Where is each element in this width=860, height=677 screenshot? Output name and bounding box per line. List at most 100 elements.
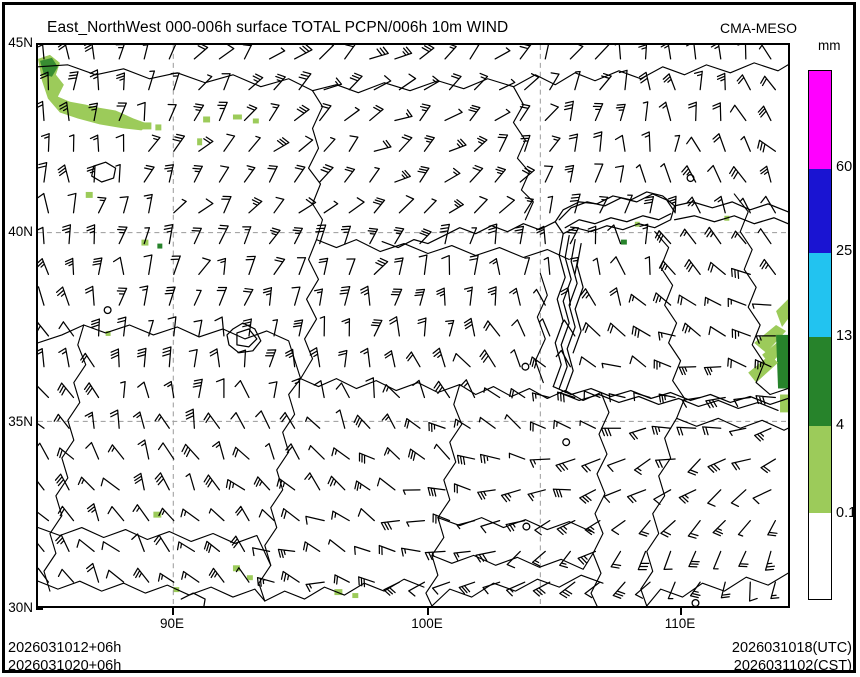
wind-barb	[494, 166, 507, 183]
wind-barb	[38, 543, 45, 553]
wind-barb	[610, 256, 626, 275]
wind-barb	[223, 133, 236, 152]
wind-barb	[487, 223, 498, 245]
wind-barb	[56, 447, 75, 460]
wind-barb	[618, 69, 628, 91]
wind-barb	[378, 544, 396, 556]
wind-barb	[500, 489, 521, 503]
wind-barb	[614, 165, 625, 183]
wind-barb	[731, 328, 751, 340]
wind-barb	[531, 550, 546, 567]
wind-barb	[67, 71, 79, 91]
wind-barb	[308, 445, 325, 460]
wind-barb	[341, 318, 351, 337]
wind-barb	[294, 45, 313, 60]
wind-barb	[704, 296, 722, 306]
wind-barb	[218, 224, 229, 245]
wind-barb	[235, 505, 250, 522]
wind-barb	[117, 316, 127, 337]
wind-barb	[770, 581, 780, 600]
wind-barb	[154, 472, 170, 491]
colorbar[interactable]	[808, 70, 832, 600]
wind-barb	[115, 45, 125, 60]
wind-barb	[89, 69, 100, 91]
wind-barb	[505, 581, 526, 597]
wind-barb	[628, 427, 647, 441]
wind-barb	[748, 581, 758, 602]
wind-barb	[162, 346, 172, 368]
map-plot-area[interactable]	[36, 43, 790, 608]
wind-barb	[305, 581, 325, 593]
wind-barb	[405, 351, 421, 368]
wind-barb	[579, 420, 597, 429]
wind-barb	[448, 199, 464, 214]
wind-barb	[357, 508, 375, 522]
wind-barb	[543, 256, 551, 275]
wind-barb	[58, 347, 70, 368]
wind-barb	[38, 286, 45, 306]
wind-barb	[198, 257, 211, 275]
wind-barb	[483, 387, 501, 399]
wind-barb	[552, 488, 571, 498]
wind-barb	[163, 380, 175, 399]
wind-barb	[285, 443, 300, 460]
wind-barb	[80, 352, 95, 368]
wind-barb	[453, 483, 471, 494]
wind-barb	[688, 550, 700, 568]
wind-barb	[76, 538, 95, 553]
wind-barb	[524, 73, 540, 91]
wind-barb	[560, 287, 571, 306]
wind-barb	[445, 319, 455, 337]
colorbar-band-4-13	[809, 337, 831, 426]
wind-barb	[667, 195, 677, 214]
wind-barb	[116, 72, 126, 91]
wind-barb	[757, 228, 772, 245]
wind-barb	[181, 570, 200, 583]
wind-barb	[687, 519, 701, 539]
xtick-label-110E: 110E	[664, 616, 696, 631]
wind-barb	[110, 348, 120, 368]
wind-barb	[712, 550, 722, 570]
wind-barb	[188, 349, 198, 368]
wind-barb	[172, 133, 186, 152]
wind-barb	[607, 322, 626, 337]
wind-barb	[344, 166, 356, 183]
wind-barb	[217, 101, 228, 122]
wind-barb	[203, 412, 221, 429]
wind-barb	[258, 508, 275, 522]
wind-barb	[658, 393, 676, 404]
wind-barb	[328, 539, 346, 553]
wind-barb	[57, 164, 70, 183]
wind-barb	[469, 164, 484, 183]
wind-barb	[38, 511, 50, 522]
wind-barb	[372, 197, 386, 214]
wind-barb	[221, 195, 232, 214]
ytick-mark-30N	[36, 608, 43, 610]
wind-barb	[346, 258, 356, 275]
wind-barb	[667, 581, 676, 600]
wind-barb	[158, 507, 175, 522]
wind-barb	[731, 230, 747, 245]
wind-barb	[318, 257, 329, 275]
wind-barb	[689, 581, 701, 599]
river-layer	[91, 161, 788, 606]
wind-barb	[309, 347, 321, 368]
wind-barb	[304, 472, 321, 491]
wind-barb	[243, 104, 258, 122]
wind-barb	[479, 453, 501, 464]
wind-barb	[139, 285, 149, 306]
wind-barb	[212, 440, 225, 460]
wind-barb	[641, 131, 651, 152]
wind-barb	[453, 418, 471, 429]
wind-barb	[583, 390, 601, 400]
wind-barb	[291, 286, 301, 306]
wind-barb	[612, 581, 626, 599]
wind-barb	[292, 227, 304, 245]
wind-barb	[508, 452, 526, 460]
wind-barb	[569, 193, 581, 214]
wind-barb	[255, 410, 271, 429]
wind-barb	[757, 105, 772, 122]
wind-barb	[136, 101, 146, 122]
wind-barb	[547, 195, 554, 214]
wind-barb	[367, 227, 379, 245]
